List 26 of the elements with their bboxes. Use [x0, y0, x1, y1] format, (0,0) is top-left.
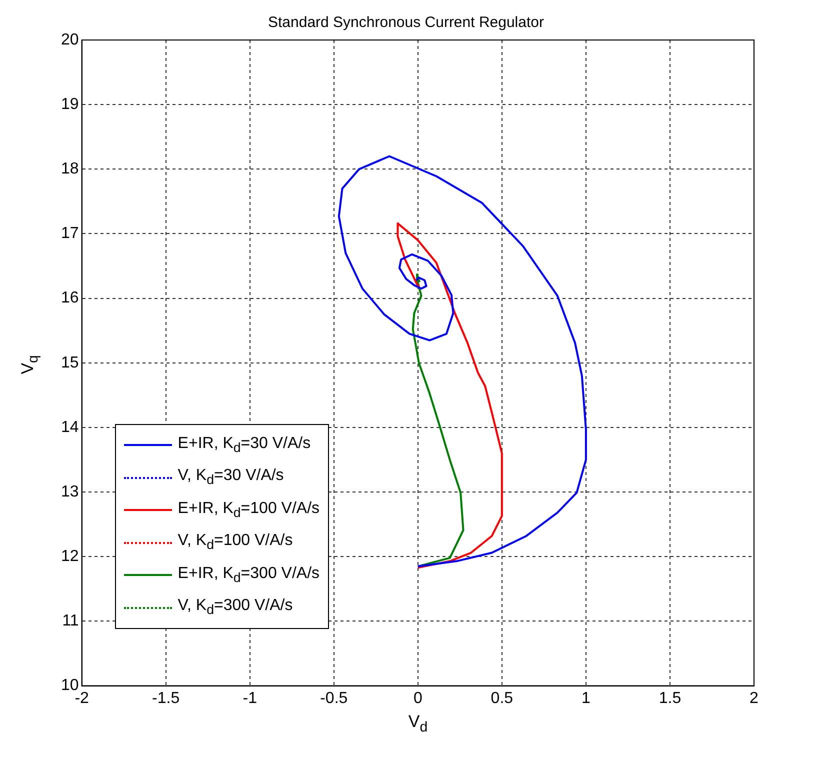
legend-label: V, K$_{d}$=100 V/A/s — [178, 532, 293, 553]
legend-label: E+IR, K$_{d}$=100 V/A/s — [178, 500, 320, 520]
x-tick-label: -1 — [242, 690, 258, 707]
y-tick-label: 13 — [61, 483, 79, 500]
x-tick-label: 1.5 — [658, 690, 682, 707]
x-tick-label: 0.5 — [490, 690, 514, 707]
y-tick-label: 18 — [61, 160, 79, 178]
x-tick-label: 2 — [750, 690, 759, 707]
y-tick-label: 14 — [61, 418, 79, 436]
legend-label: V, K$_{d}$=300 V/A/s — [178, 597, 293, 618]
y-tick-label: 15 — [61, 354, 79, 372]
x-axis-title: V$_{d}$ — [408, 712, 428, 736]
y-tick-label: 12 — [61, 548, 79, 566]
y-tick-label: 20 — [61, 31, 79, 48]
y-tick-label: 16 — [61, 290, 79, 307]
legend-label: E+IR, K$_{d}$=30 V/A/s — [178, 434, 311, 456]
x-tick-label: 0 — [413, 690, 422, 707]
legend-label: V, K$_{d}$=30 V/A/s — [178, 467, 284, 488]
x-tick-label: 1 — [581, 690, 590, 707]
x-tick-label: -0.5 — [320, 690, 348, 707]
y-tick-label: 19 — [61, 96, 79, 113]
legend-label: E+IR, K$_{d}$=300 V/A/s — [178, 564, 320, 586]
y-tick-label: 11 — [62, 612, 79, 630]
x-tick-label: -1.5 — [152, 690, 180, 707]
chart-title: Standard Synchronous Current Regulator — [268, 14, 544, 32]
y-tick-label: 17 — [61, 225, 79, 242]
